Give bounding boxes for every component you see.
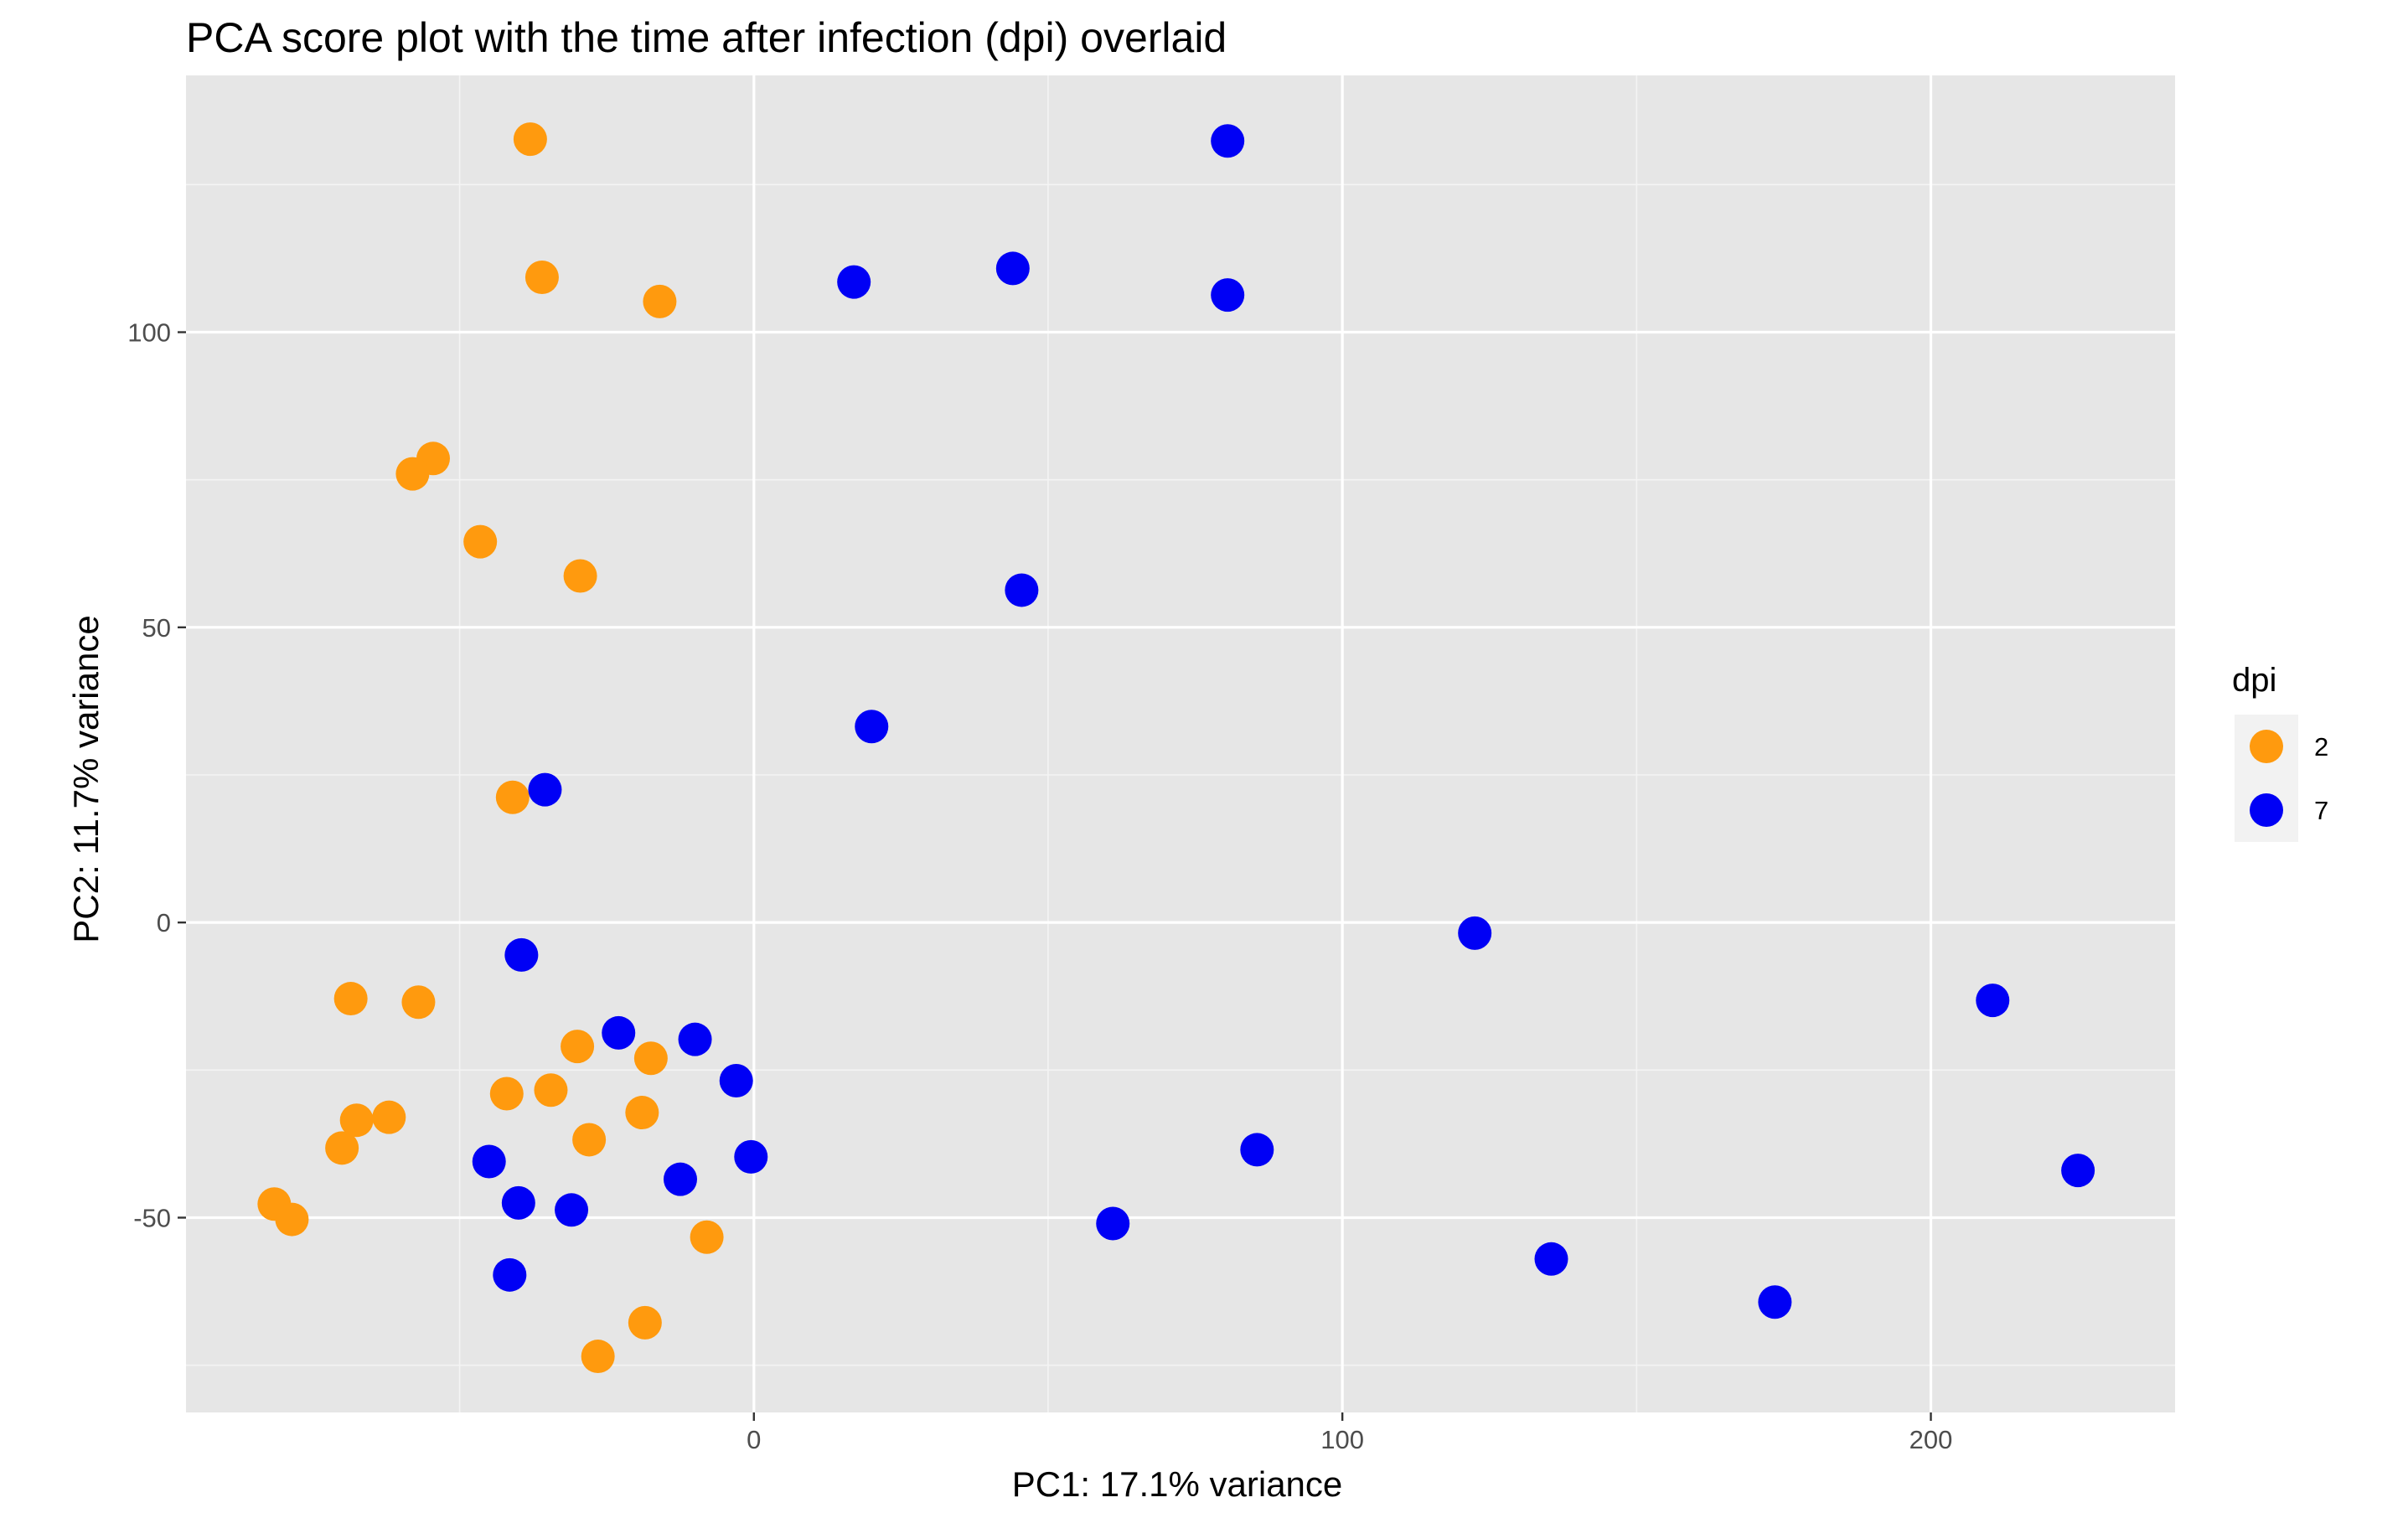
x-tick-label: 100 (1320, 1425, 1364, 1454)
chart-title: PCA score plot with the time after infec… (186, 14, 1227, 61)
y-tick-label: -50 (133, 1203, 171, 1232)
legend-key-dpi-2 (2250, 730, 2283, 763)
legend-key-dpi-7 (2250, 793, 2283, 827)
x-axis-ticks: 0 100 200 (747, 1412, 1952, 1454)
y-tick-label: 100 (127, 318, 171, 348)
legend-label-dpi-2: 2 (2314, 732, 2328, 762)
data-point-dpi-2 (275, 1202, 309, 1237)
data-point-dpi-2 (581, 1340, 615, 1374)
data-point-dpi-2 (643, 284, 677, 318)
data-points (257, 122, 2095, 1374)
x-axis-title: PC1: 17.1% variance (1012, 1464, 1343, 1504)
data-point-dpi-2 (372, 1100, 406, 1134)
data-point-dpi-2 (325, 1131, 359, 1165)
data-point-dpi-7 (837, 265, 871, 299)
y-tick-label: 50 (142, 613, 171, 643)
data-point-dpi-7 (555, 1193, 589, 1227)
data-point-dpi-7 (1005, 573, 1039, 607)
data-point-dpi-2 (333, 982, 368, 1016)
data-point-dpi-2 (401, 985, 436, 1020)
data-point-dpi-2 (628, 1305, 662, 1340)
data-point-dpi-7 (472, 1144, 506, 1179)
data-point-dpi-7 (1458, 916, 1492, 950)
data-point-dpi-7 (493, 1257, 527, 1292)
data-point-dpi-2 (563, 559, 597, 593)
legend-title: dpi (2232, 662, 2276, 699)
data-point-dpi-2 (524, 260, 559, 294)
major-gridlines (186, 75, 2175, 1412)
data-point-dpi-7 (2061, 1154, 2095, 1188)
legend-items: 27 (2235, 715, 2328, 842)
data-point-dpi-7 (1211, 278, 1245, 312)
legend: dpi 27 (2232, 662, 2328, 842)
data-point-dpi-7 (1096, 1206, 1130, 1241)
data-point-dpi-2 (534, 1073, 568, 1108)
data-point-dpi-7 (734, 1139, 768, 1174)
data-point-dpi-2 (572, 1123, 607, 1157)
data-point-dpi-2 (489, 1077, 524, 1111)
data-point-dpi-7 (1976, 984, 2010, 1018)
data-point-dpi-2 (339, 1103, 374, 1138)
data-point-dpi-2 (625, 1096, 659, 1130)
data-point-dpi-2 (495, 780, 530, 814)
y-axis-title: PC2: 11.7% variance (66, 615, 106, 942)
data-point-dpi-7 (678, 1022, 712, 1056)
data-point-dpi-7 (1758, 1285, 1792, 1319)
x-tick-label: 0 (747, 1425, 761, 1454)
data-point-dpi-7 (1211, 124, 1245, 158)
data-point-dpi-7 (1240, 1133, 1274, 1167)
plot-panel (186, 75, 2175, 1412)
data-point-dpi-7 (719, 1063, 753, 1097)
data-point-dpi-2 (463, 524, 498, 559)
data-point-dpi-2 (690, 1220, 724, 1254)
data-point-dpi-7 (528, 772, 562, 807)
data-point-dpi-7 (995, 251, 1030, 286)
data-point-dpi-7 (855, 710, 889, 744)
data-point-dpi-7 (663, 1162, 697, 1196)
minor-gridlines (186, 75, 2175, 1412)
data-point-dpi-7 (602, 1015, 636, 1050)
data-point-dpi-7 (501, 1185, 535, 1220)
data-point-dpi-2 (395, 457, 430, 491)
legend-label-dpi-7: 7 (2314, 796, 2328, 825)
x-tick-label: 200 (1909, 1425, 1953, 1454)
data-point-dpi-2 (633, 1041, 668, 1076)
data-point-dpi-2 (561, 1030, 595, 1064)
y-tick-label: 0 (157, 908, 171, 937)
data-point-dpi-7 (504, 937, 539, 972)
data-point-dpi-2 (513, 122, 547, 157)
y-axis-ticks: -50 0 50 100 (127, 318, 186, 1232)
data-point-dpi-7 (1534, 1242, 1568, 1276)
